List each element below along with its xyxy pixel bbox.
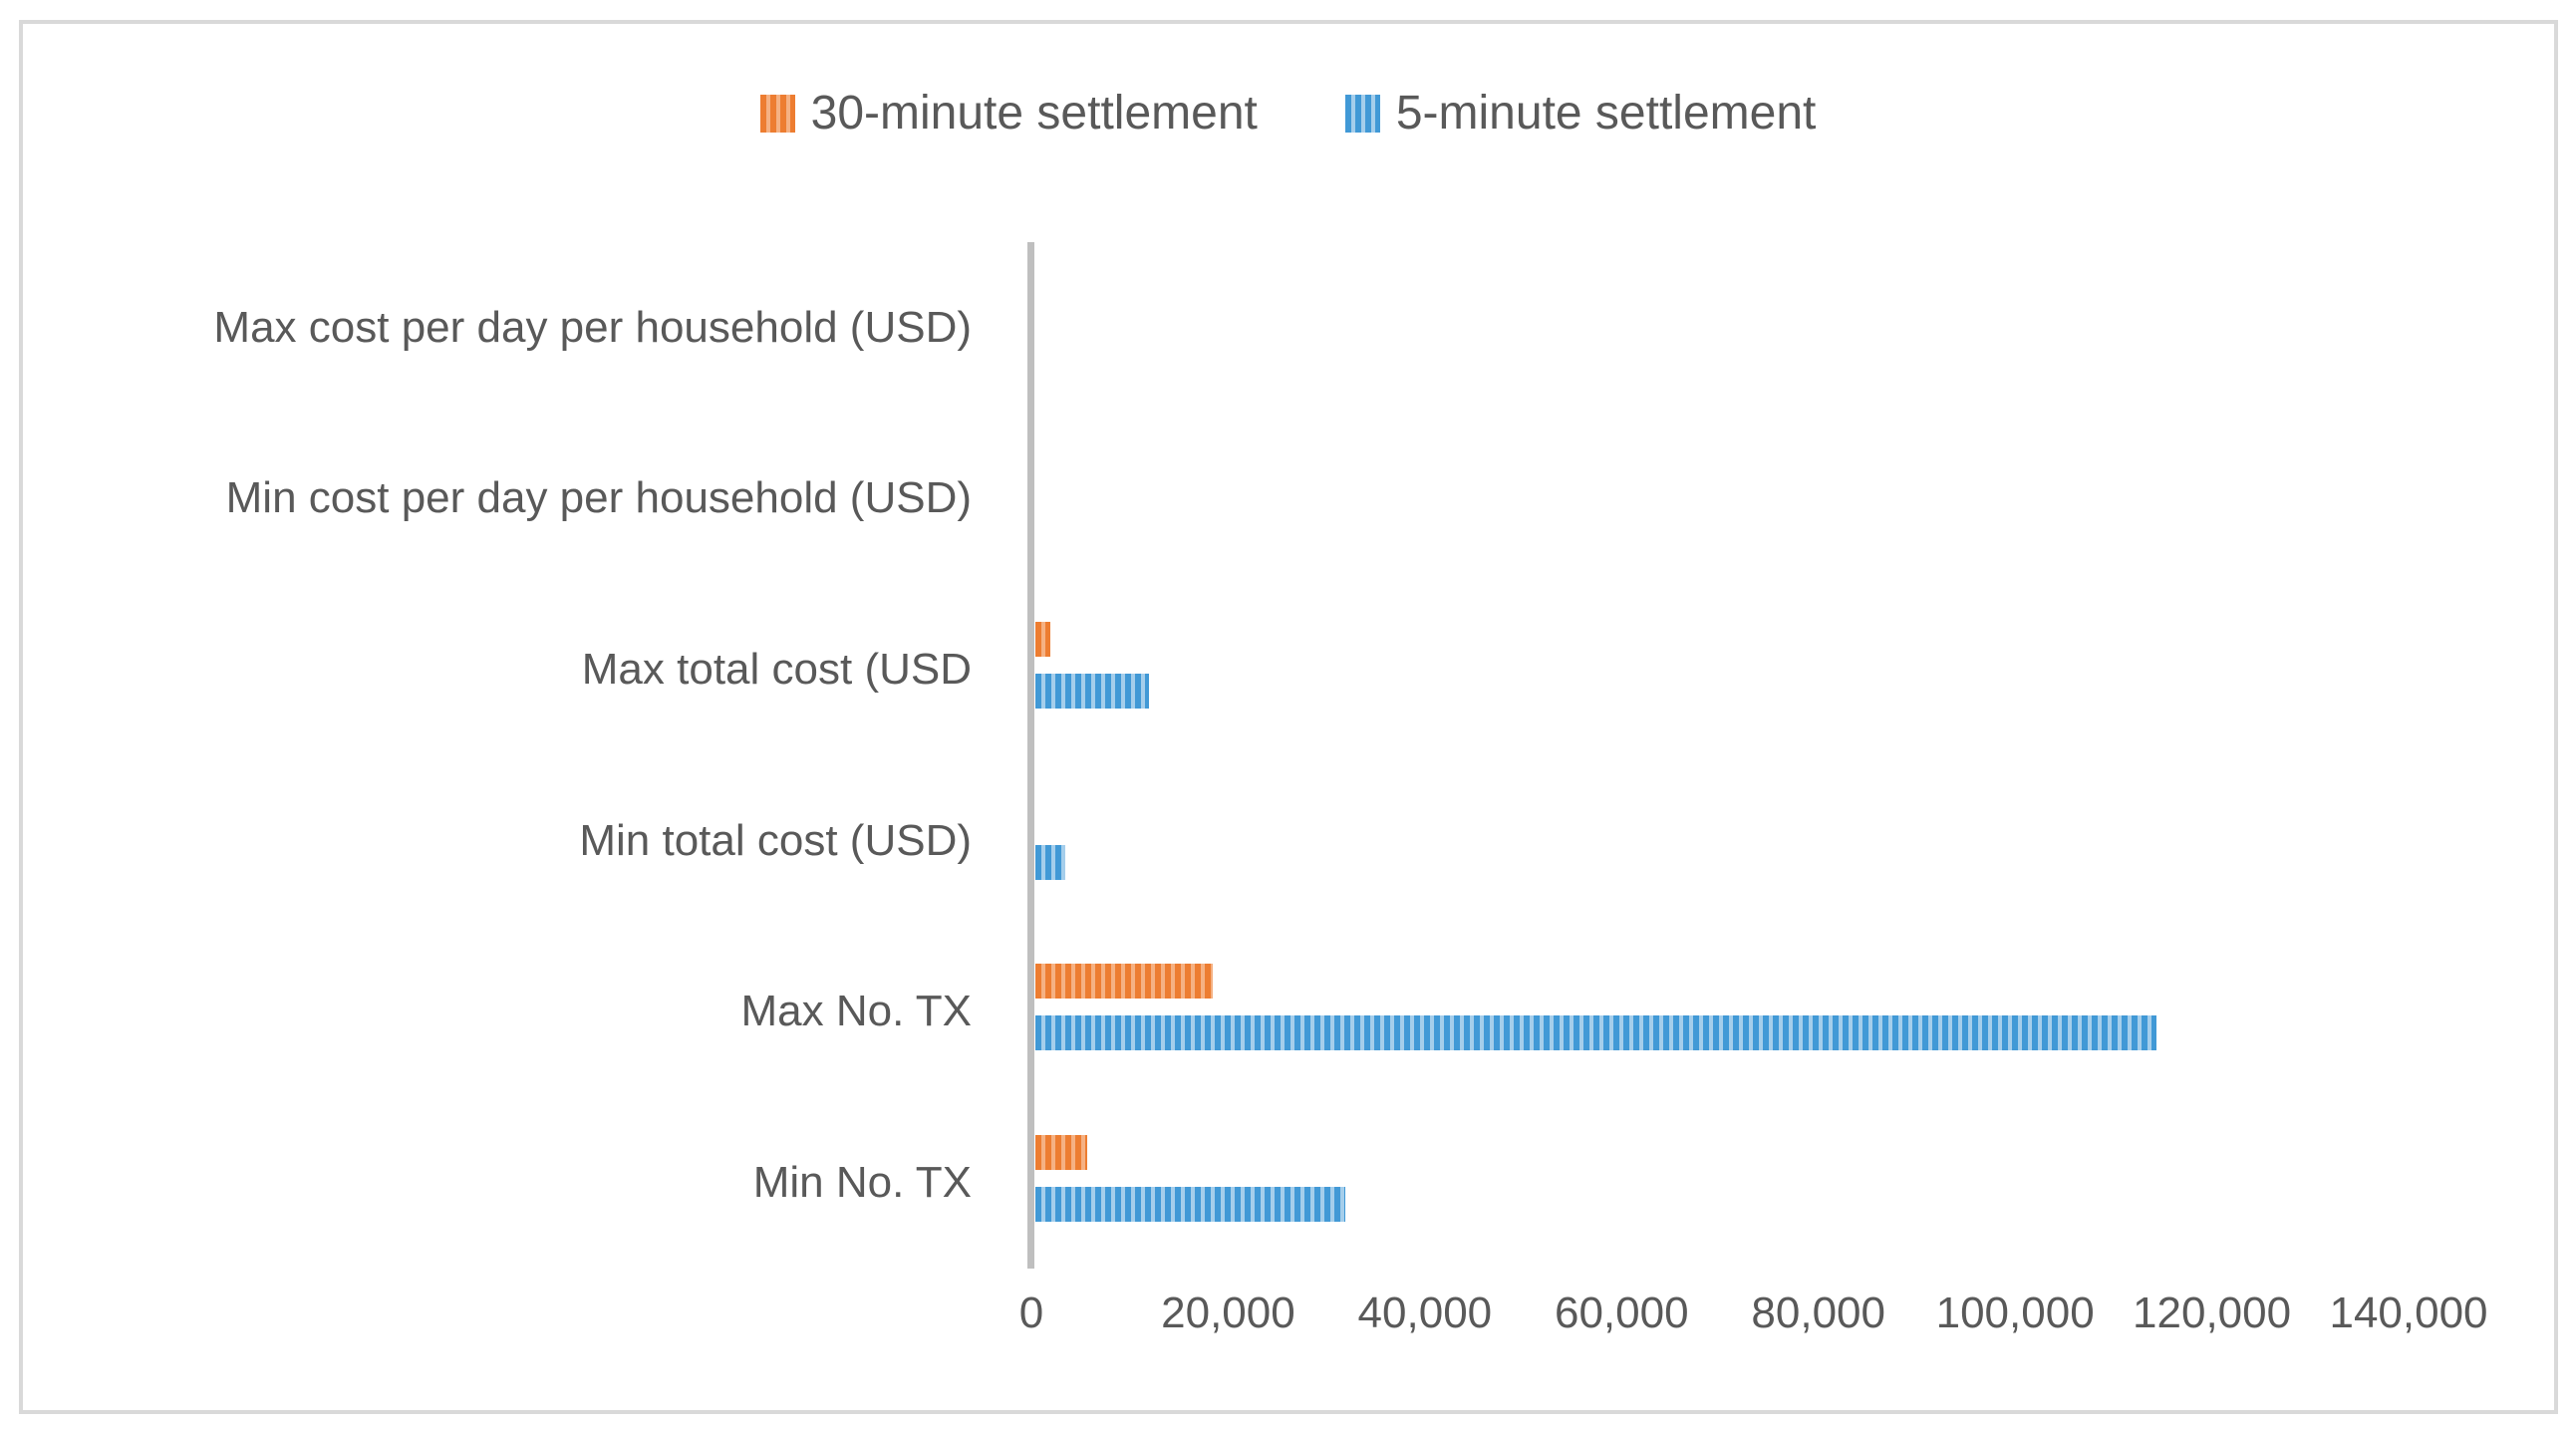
x-axis-tick-label-60-000: 60,000 bbox=[1554, 1288, 1689, 1337]
x-axis-tick-label-140-000: 140,000 bbox=[2329, 1288, 2488, 1337]
x-axis-tick-label-80-000: 80,000 bbox=[1751, 1288, 1885, 1337]
bar-5-minute-settlement-min-total-cost-usd bbox=[1035, 844, 1065, 880]
legend: 30-minute settlement 5-minute settlement bbox=[0, 90, 2576, 138]
category-label-min-total-cost-usd: Min total cost (USD) bbox=[579, 815, 972, 865]
bar-5-minute-settlement-max-total-cost-usd bbox=[1035, 674, 1149, 710]
bar-30-minute-settlement-max-total-cost-usd bbox=[1035, 622, 1050, 658]
legend-label-30-minute-settlement: 30-minute settlement bbox=[810, 87, 1258, 140]
x-axis-tick-label-40-000: 40,000 bbox=[1357, 1288, 1493, 1337]
y-axis-line bbox=[1027, 242, 1034, 1269]
x-axis-tick-label-0: 0 bbox=[1018, 1288, 1044, 1337]
category-label-max-no-tx: Max No. TX bbox=[740, 987, 972, 1036]
category-label-max-total-cost-usd: Max total cost (USD bbox=[581, 645, 972, 694]
legend-label-5-minute-settlement: 5-minute settlement bbox=[1395, 87, 1817, 140]
category-label-min-cost-per-day-per-household-usd: Min cost per day per household (USD) bbox=[225, 473, 972, 523]
legend-marker-orange-icon bbox=[759, 95, 795, 133]
bar-30-minute-settlement-max-no-tx bbox=[1035, 964, 1213, 1000]
x-axis-tick-label-100-000: 100,000 bbox=[1935, 1288, 2095, 1337]
x-axis-tick-label-120-000: 120,000 bbox=[2133, 1288, 2292, 1337]
bar-30-minute-settlement-min-no-tx bbox=[1035, 1135, 1087, 1170]
legend-item-30-minute-settlement: 30-minute settlement bbox=[759, 87, 1258, 140]
bar-5-minute-settlement-min-no-tx bbox=[1035, 1187, 1345, 1222]
bar-5-minute-settlement-max-no-tx bbox=[1035, 1015, 2156, 1051]
x-axis-tick-label-20-000: 20,000 bbox=[1161, 1288, 1295, 1337]
category-label-max-cost-per-day-per-household-usd: Max cost per day per household (USD) bbox=[213, 302, 972, 352]
category-label-min-no-tx: Min No. TX bbox=[752, 1157, 972, 1207]
legend-item-5-minute-settlement: 5-minute settlement bbox=[1344, 87, 1817, 140]
legend-marker-blue-icon bbox=[1344, 95, 1380, 133]
chart-border bbox=[19, 20, 2558, 1414]
